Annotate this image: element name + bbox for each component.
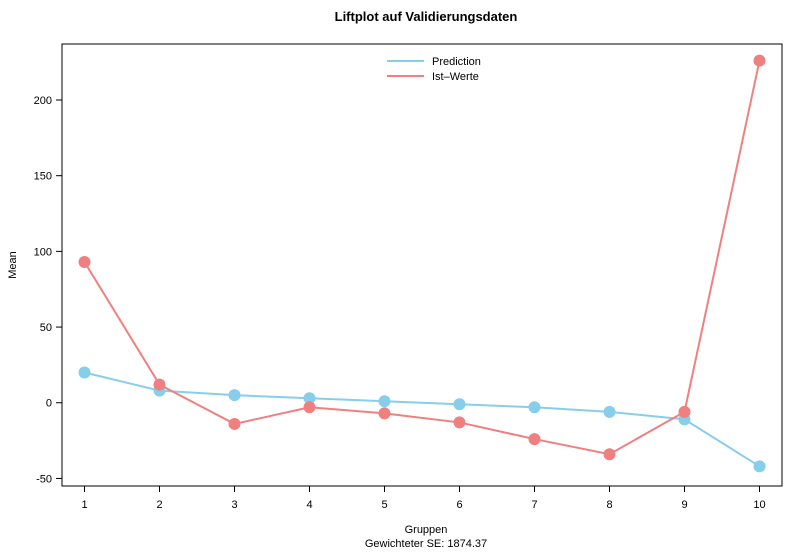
y-tick-label: -50: [36, 473, 52, 485]
series-line-ist-werte: [83, 60, 761, 456]
y-tick-label: 100: [34, 246, 52, 258]
legend-label-prediction: Prediction: [432, 56, 481, 68]
x-tick-label: 7: [531, 499, 537, 511]
x-tick-label: 4: [306, 499, 312, 511]
x-axis-subtitle: Gewichteter SE: 1874.37: [365, 538, 487, 550]
data-point-ist-werte: [603, 448, 616, 461]
data-point-prediction: [753, 460, 766, 473]
data-point-prediction: [528, 401, 541, 414]
y-tick-label: 50: [40, 322, 52, 334]
x-axis-title: Gruppen: [405, 524, 448, 536]
x-tick-label: 10: [753, 499, 765, 511]
y-axis: -50 0 50 100 150 200: [34, 95, 62, 485]
legend-label-ist-werte: Ist–Werte: [432, 71, 479, 83]
data-point-ist-werte: [678, 405, 691, 418]
data-point-ist-werte: [303, 401, 316, 414]
y-tick-label: 200: [34, 95, 52, 107]
data-point-ist-werte: [378, 407, 391, 420]
plot-frame: [61, 43, 783, 487]
x-tick-label: 1: [81, 499, 87, 511]
data-point-prediction: [378, 395, 391, 408]
y-tick-label: 0: [46, 398, 52, 410]
x-tick-label: 5: [381, 499, 387, 511]
y-tick-label: 150: [34, 171, 52, 183]
data-point-prediction: [303, 392, 316, 405]
data-point-ist-werte: [528, 433, 541, 446]
data-point-ist-werte: [753, 54, 766, 67]
data-point-ist-werte: [228, 417, 241, 430]
x-axis: 1 2 3 4 5 6 7 8 9 10: [81, 486, 766, 511]
series-lines: [83, 60, 761, 468]
series-line-prediction: [84, 371, 761, 468]
data-point-prediction: [228, 389, 241, 402]
legend: Prediction Ist–Werte: [387, 56, 481, 83]
data-point-ist-werte: [153, 378, 166, 391]
x-tick-label: 2: [156, 499, 162, 511]
y-axis-title: Mean: [7, 251, 19, 279]
data-point-ist-werte: [453, 416, 466, 429]
data-point-prediction: [603, 405, 616, 418]
x-tick-label: 6: [456, 499, 462, 511]
chart-title: Liftplot auf Validierungsdaten: [335, 9, 518, 24]
x-tick-label: 9: [681, 499, 687, 511]
data-point-prediction: [78, 366, 91, 379]
data-point-prediction: [453, 398, 466, 411]
data-point-ist-werte: [78, 255, 91, 268]
series-points: [78, 54, 766, 473]
x-tick-label: 3: [231, 499, 237, 511]
x-tick-label: 8: [606, 499, 612, 511]
